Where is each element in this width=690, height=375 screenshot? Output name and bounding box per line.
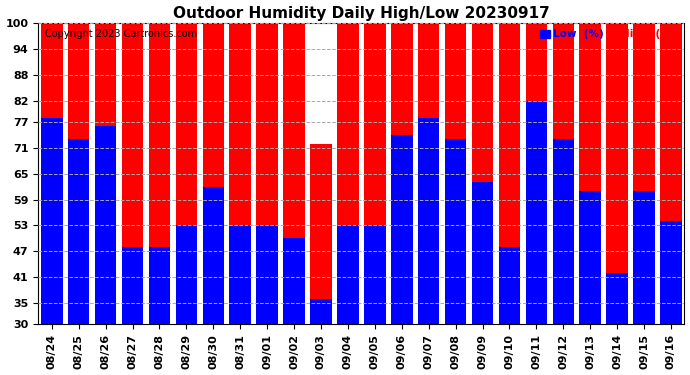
Bar: [310, 144, 332, 324]
Bar: [526, 23, 547, 324]
Bar: [526, 100, 547, 324]
Bar: [607, 23, 628, 324]
Bar: [445, 23, 466, 324]
Bar: [202, 23, 224, 324]
Bar: [607, 273, 628, 324]
Bar: [445, 140, 466, 324]
Bar: [257, 225, 278, 324]
Bar: [364, 225, 386, 324]
Bar: [175, 225, 197, 324]
Bar: [337, 225, 359, 324]
Title: Outdoor Humidity Daily High/Low 20230917: Outdoor Humidity Daily High/Low 20230917: [173, 6, 550, 21]
Bar: [68, 140, 90, 324]
Bar: [472, 182, 493, 324]
Bar: [499, 23, 520, 324]
Bar: [633, 23, 655, 324]
Bar: [310, 298, 332, 324]
Bar: [257, 23, 278, 324]
Bar: [660, 221, 682, 324]
Bar: [472, 23, 493, 324]
Bar: [391, 23, 413, 324]
Bar: [633, 191, 655, 324]
Bar: [418, 118, 440, 324]
Bar: [553, 23, 574, 324]
Bar: [230, 225, 251, 324]
Bar: [230, 23, 251, 324]
Bar: [148, 23, 170, 324]
Bar: [553, 140, 574, 324]
Bar: [68, 23, 90, 324]
Bar: [284, 23, 305, 324]
Bar: [41, 23, 63, 324]
Bar: [337, 23, 359, 324]
Bar: [418, 23, 440, 324]
Bar: [121, 23, 144, 324]
Bar: [148, 247, 170, 324]
Bar: [364, 23, 386, 324]
Bar: [95, 23, 117, 324]
Bar: [41, 118, 63, 324]
Bar: [284, 238, 305, 324]
Bar: [95, 126, 117, 324]
Bar: [580, 191, 601, 324]
Legend: Low  (%), High  (%): Low (%), High (%): [535, 25, 679, 44]
Bar: [499, 247, 520, 324]
Bar: [121, 247, 144, 324]
Bar: [202, 187, 224, 324]
Bar: [175, 23, 197, 324]
Bar: [660, 23, 682, 324]
Text: Copyright 2023 Cartronics.com: Copyright 2023 Cartronics.com: [45, 29, 197, 39]
Bar: [391, 135, 413, 324]
Bar: [580, 23, 601, 324]
